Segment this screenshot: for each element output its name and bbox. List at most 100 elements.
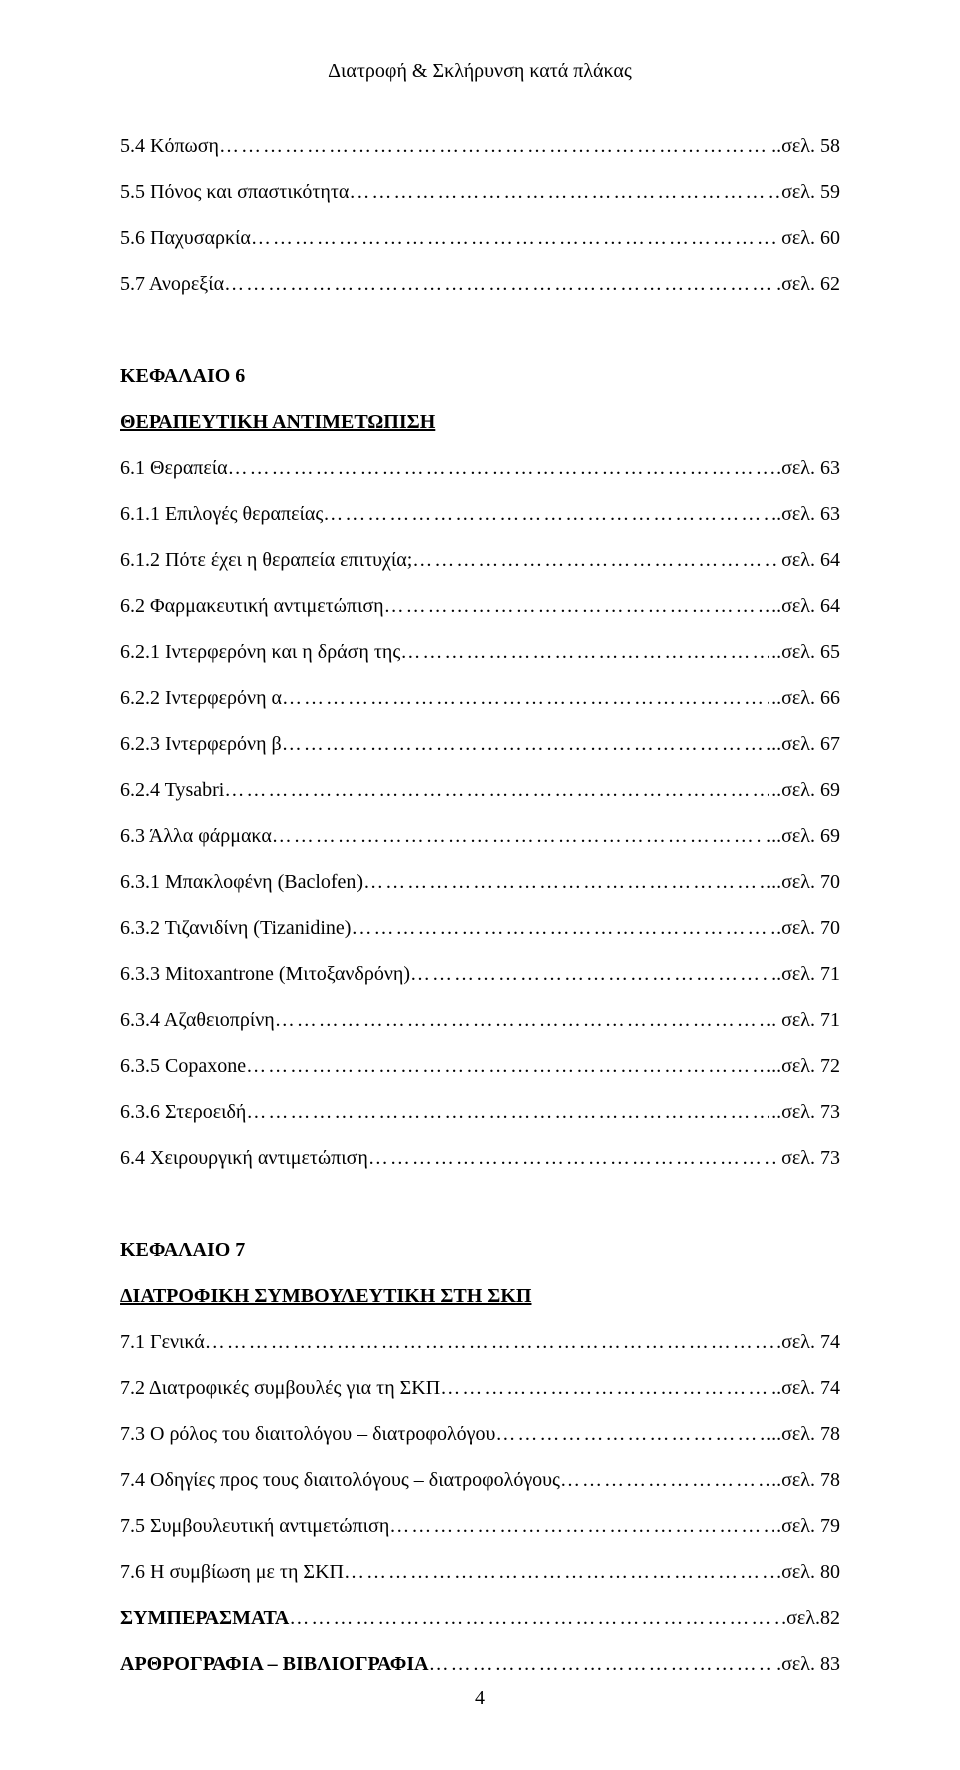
toc-page: .σελ. 79 <box>774 1503 840 1549</box>
document-page: Διατροφή & Σκλήρυνση κατά πλάκας 5.4 Κόπ… <box>0 0 960 1770</box>
toc-entry: 5.7 Ανορεξία .σελ. 62 <box>120 261 840 307</box>
toc-leader <box>251 215 779 261</box>
toc-leader <box>246 1089 769 1135</box>
toc-leader <box>205 1319 774 1365</box>
toc-page: .σελ.82 <box>779 1595 840 1641</box>
toc-entry: 6.1.2 Πότε έχει η θεραπεία επιτυχία; σελ.… <box>120 537 840 583</box>
toc-page: ..σελ. 74 <box>769 1365 840 1411</box>
toc-entry: 6.3 Άλλα φάρμακα...σελ. 69 <box>120 813 840 859</box>
toc-entry: 7.5 Συμβουλευτική αντιμετώπιση .σελ. 79 <box>120 1503 840 1549</box>
toc-title: 6.3 Άλλα φάρμακα <box>120 813 272 859</box>
toc-title: 6.3.1 Μπακλοφένη (Baclofen) <box>120 859 363 905</box>
toc-leader <box>368 1135 779 1181</box>
toc-title: 5.7 Ανορεξία <box>120 261 224 307</box>
toc-leader <box>410 951 769 997</box>
toc-page: ..σελ. 66 <box>769 675 840 721</box>
toc-page: ...σελ. 70 <box>764 859 840 905</box>
toc-entry: 6.3.3 Mitoxantrone (Μιτοξανδρόνη) ..σελ. … <box>120 951 840 997</box>
toc-title: 6.3.2 Τιζανιδίνη (Tizanidine) <box>120 905 351 951</box>
toc-entry: 7.2 Διατροφικές συμβουλές για τη ΣΚΠ ..σε… <box>120 1365 840 1411</box>
toc-title: 6.3.5 Copaxone <box>120 1043 246 1089</box>
toc-title: 7.5 Συμβουλευτική αντιμετώπιση <box>120 1503 389 1549</box>
toc-entry: 6.2.4 Tysabri ..σελ. 69 <box>120 767 840 813</box>
toc-entry: ΣΥΜΠΕΡΑΣΜΑΤΑ .σελ.82 <box>120 1595 840 1641</box>
toc-page: ...σελ. 72 <box>764 1043 840 1089</box>
toc-entry: 6.1.1 Επιλογές θεραπείας..σελ. 63 <box>120 491 840 537</box>
toc-title: 6.3.3 Mitoxantrone (Μιτοξανδρόνη) <box>120 951 410 997</box>
toc-block-0: 5.4 Κόπωση ..σελ. 58 5.5 Πόνος και σπαστ… <box>120 123 840 307</box>
toc-page: ..σελ. 58 <box>769 123 840 169</box>
toc-leader <box>224 261 774 307</box>
toc-page: .σελ. 83 <box>774 1641 840 1687</box>
toc-block-1: 6.1 Θεραπεία.σελ. 63 6.1.1 Επιλογές θερα… <box>120 445 840 1181</box>
toc-title-bold: ΣΥΜΠΕΡΑΣΜΑΤΑ <box>120 1595 289 1641</box>
toc-title: 6.2.4 Tysabri <box>120 767 224 813</box>
toc-entry: 7.1 Γενικά .σελ. 74 <box>120 1319 840 1365</box>
toc-entry: 5.5 Πόνος και σπαστικότητα σελ. 59 <box>120 169 840 215</box>
toc-entry: 5.4 Κόπωση ..σελ. 58 <box>120 123 840 169</box>
toc-leader <box>351 905 774 951</box>
toc-page: σελ. 59 <box>779 169 840 215</box>
toc-entry: 6.3.2 Τιζανιδίνη (Tizanidine).σελ. 70 <box>120 905 840 951</box>
toc-leader <box>224 767 769 813</box>
toc-leader <box>282 721 764 767</box>
toc-leader <box>275 997 764 1043</box>
chapter-title: ΔΙΑΤΡΟΦΙΚΗ ΣΥΜΒΟΥΛΕΥΤΙΚΗ ΣΤΗ ΣΚΠ <box>120 1273 840 1319</box>
toc-entry: 6.3.6 Στεροειδή..σελ. 73 <box>120 1089 840 1135</box>
toc-entry: 6.3.5 Copaxone ...σελ. 72 <box>120 1043 840 1089</box>
page-number: 4 <box>0 1687 960 1710</box>
toc-title: 6.2.2 Ιντερφερόνη α <box>120 675 282 721</box>
toc-title: 6.1.1 Επιλογές θεραπείας <box>120 491 323 537</box>
toc-page: ...σελ. 78 <box>764 1411 840 1457</box>
toc-entry: 6.1 Θεραπεία.σελ. 63 <box>120 445 840 491</box>
toc-page: ..σελ. 71 <box>769 951 840 997</box>
chapter-title: ΘΕΡΑΠΕΥΤΙΚΗ ΑΝΤΙΜΕΤΩΠΙΣΗ <box>120 399 840 445</box>
toc-page: .σελ. 80 <box>774 1549 840 1595</box>
toc-entry: 6.2 Φαρμακευτική αντιμετώπιση ..σελ. 64 <box>120 583 840 629</box>
toc-leader <box>289 1595 779 1641</box>
toc-entry: ΑΡΘΡΟΓΡΑΦΙΑ – ΒΙΒΛΙΟΓΡΑΦΙΑ .σελ. 83 <box>120 1641 840 1687</box>
toc-page: σελ. 60 <box>779 215 840 261</box>
toc-entry: 7.3 Ο ρόλος του διαιτολόγου – διατροφολό… <box>120 1411 840 1457</box>
toc-entry: 6.3.1 Μπακλοφένη (Baclofen) ...σελ. 70 <box>120 859 840 905</box>
toc-leader <box>272 813 764 859</box>
toc-title: 5.6 Παχυσαρκία <box>120 215 251 261</box>
toc-title: 7.6 Η συμβίωση με τη ΣΚΠ <box>120 1549 344 1595</box>
toc-page: σελ. 73 <box>779 1135 840 1181</box>
toc-leader <box>323 491 769 537</box>
toc-entry: 6.2.2 Ιντερφερόνη α ..σελ. 66 <box>120 675 840 721</box>
chapter-label: ΚΕΦΑΛΑΙΟ 6 <box>120 353 840 399</box>
toc-leader <box>246 1043 764 1089</box>
toc-page: ..σελ. 78 <box>769 1457 840 1503</box>
toc-title: 6.1.2 Πότε έχει η θεραπεία επιτυχία; <box>120 537 412 583</box>
toc-page: .σελ. 62 <box>774 261 840 307</box>
toc-title: 7.2 Διατροφικές συμβουλές για τη ΣΚΠ <box>120 1365 440 1411</box>
toc-page: ..σελ. 64 <box>769 583 840 629</box>
toc-leader <box>389 1503 774 1549</box>
toc-block-2: 7.1 Γενικά .σελ. 74 7.2 Διατροφικές συμβο… <box>120 1319 840 1687</box>
chapter-label: ΚΕΦΑΛΑΙΟ 7 <box>120 1227 840 1273</box>
toc-leader <box>429 1641 775 1687</box>
toc-title: 6.2 Φαρμακευτική αντιμετώπιση <box>120 583 384 629</box>
toc-title: 5.4 Κόπωση <box>120 123 219 169</box>
toc-title: 5.5 Πόνος και σπαστικότητα <box>120 169 349 215</box>
toc-leader <box>384 583 770 629</box>
toc-title: 6.3.6 Στεροειδή <box>120 1089 246 1135</box>
toc-title: 6.2.1 Ιντερφερόνη και η δράση της <box>120 629 400 675</box>
toc-title: 6.3.4 Αζαθειοπρίνη <box>120 997 275 1043</box>
toc-title-bold: ΑΡΘΡΟΓΡΑΦΙΑ – ΒΙΒΛΙΟΓΡΑΦΙΑ <box>120 1641 429 1687</box>
toc-leader <box>400 629 769 675</box>
toc-entry: 6.3.4 Αζαθειοπρίνη.. σελ. 71 <box>120 997 840 1043</box>
toc-page: ..σελ. 69 <box>769 767 840 813</box>
toc-leader <box>363 859 764 905</box>
toc-page: .σελ. 74 <box>774 1319 840 1365</box>
toc-title: 6.4 Χειρουργική αντιμετώπιση <box>120 1135 368 1181</box>
toc-leader <box>344 1549 774 1595</box>
toc-title: 7.1 Γενικά <box>120 1319 205 1365</box>
toc-entry: 6.2.1 Ιντερφερόνη και η δράση της ..σελ. … <box>120 629 840 675</box>
toc-page: σελ. 64 <box>779 537 840 583</box>
toc-entry: 5.6 Παχυσαρκία σελ. 60 <box>120 215 840 261</box>
toc-page: ..σελ. 65 <box>769 629 840 675</box>
toc-entry: 6.4 Χειρουργική αντιμετώπιση σελ. 73 <box>120 1135 840 1181</box>
toc-title: 6.1 Θεραπεία <box>120 445 228 491</box>
